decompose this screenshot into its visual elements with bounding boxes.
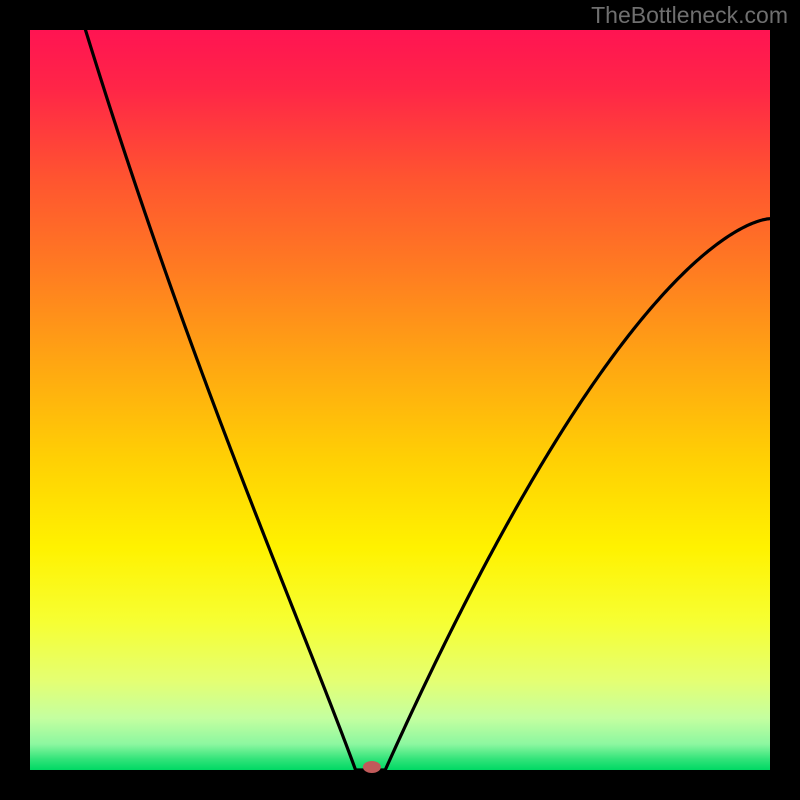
watermark-text: TheBottleneck.com <box>591 2 788 29</box>
bottleneck-chart <box>0 0 800 800</box>
chart-container: TheBottleneck.com <box>0 0 800 800</box>
optimal-point-marker <box>363 761 381 773</box>
